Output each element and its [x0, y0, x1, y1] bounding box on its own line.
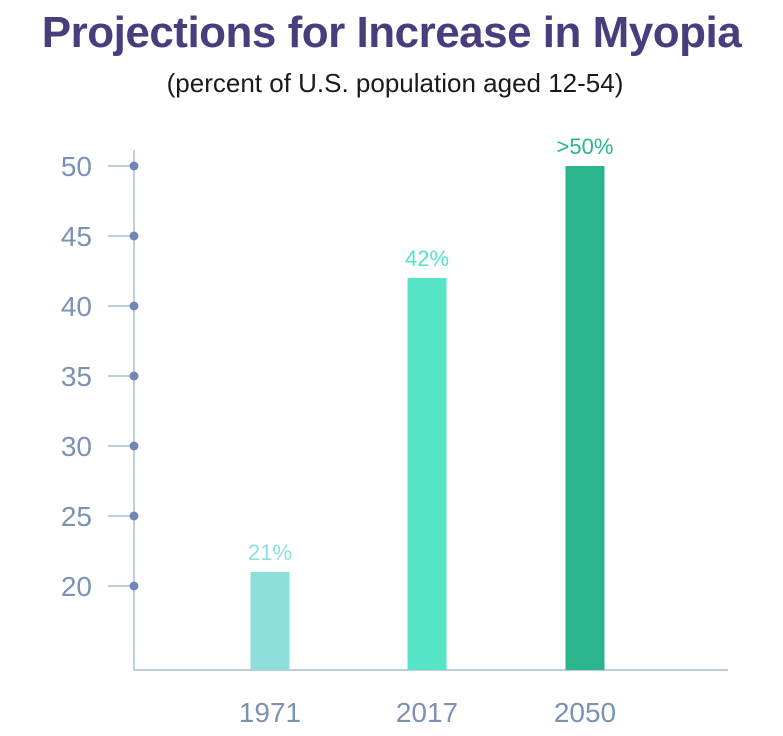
- y-tick-label: 35: [61, 361, 92, 392]
- chart-subtitle: (percent of U.S. population aged 12-54): [166, 68, 624, 98]
- y-tick-dot: [129, 161, 139, 171]
- data-label-1971: 21%: [248, 540, 292, 565]
- chart-title: Projections for Increase in Myopia: [41, 8, 742, 57]
- y-tick-dot: [129, 441, 139, 451]
- bar-2017: [407, 278, 447, 670]
- x-tick-label: 1971: [239, 697, 301, 728]
- y-tick-dot: [129, 301, 139, 311]
- data-label-2017: 42%: [405, 246, 449, 271]
- y-tick-dot: [129, 371, 139, 381]
- y-tick-label: 40: [61, 291, 92, 322]
- y-tick-label: 20: [61, 571, 92, 602]
- y-tick-dot: [129, 581, 139, 591]
- y-tick-dot: [129, 231, 139, 241]
- x-tick-label: 2017: [396, 697, 458, 728]
- data-label-2050: >50%: [557, 134, 614, 159]
- y-tick-dot: [129, 511, 139, 521]
- x-tick-label: 2050: [554, 697, 616, 728]
- y-tick-label: 25: [61, 501, 92, 532]
- y-tick-label: 30: [61, 431, 92, 462]
- y-tick-label: 50: [61, 151, 92, 182]
- bar-1971: [250, 572, 290, 670]
- y-tick-label: 45: [61, 221, 92, 252]
- bar-2050: [565, 166, 605, 670]
